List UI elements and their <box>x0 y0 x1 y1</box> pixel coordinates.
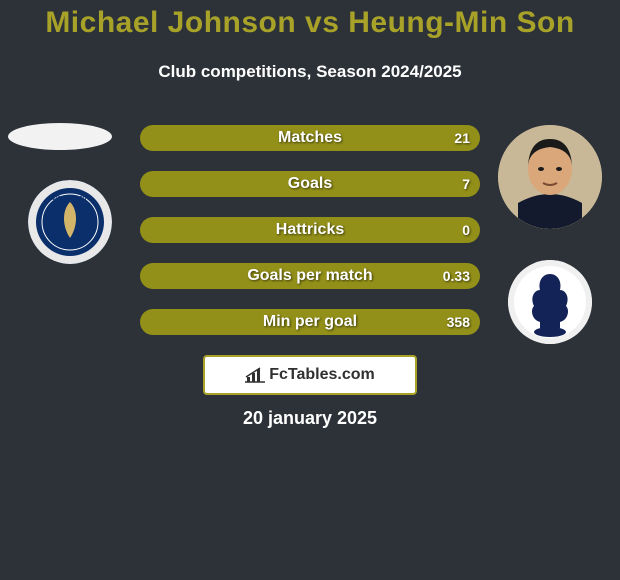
stat-bar-value-right: 0.33 <box>443 268 470 284</box>
fctables-logo: FcTables.com <box>203 355 417 395</box>
stat-bar-label: Goals <box>288 175 332 193</box>
subtitle: Club competitions, Season 2024/2025 <box>0 62 620 82</box>
tottenham-crest-icon <box>508 260 592 344</box>
stat-bar-label: Hattricks <box>276 221 344 239</box>
stat-bar: Min per goal 358 <box>140 309 480 335</box>
date-text: 20 january 2025 <box>0 408 620 429</box>
stat-bar-label: Min per goal <box>263 313 357 331</box>
player-left-avatar <box>8 123 112 150</box>
stat-bar: Hattricks 0 <box>140 217 480 243</box>
stat-bar-label: Matches <box>278 129 342 147</box>
title: Michael Johnson vs Heung-Min Son <box>0 6 620 40</box>
stat-bar: Matches 21 <box>140 125 480 151</box>
svg-text:LEICESTER CITY: LEICESTER CITY <box>50 196 92 202</box>
stat-bars: Matches 21 Goals 7 Hattricks 0 Goals per match… <box>140 125 480 355</box>
stat-bar-label: Goals per match <box>247 267 372 285</box>
fctables-logo-text: FcTables.com <box>269 366 375 384</box>
bar-chart-icon <box>245 367 265 383</box>
comparison-infographic: Michael Johnson vs Heung-Min Son Club co… <box>0 0 620 580</box>
stat-bar: Goals 7 <box>140 171 480 197</box>
player-right-avatar <box>498 125 602 229</box>
stat-bar-value-right: 21 <box>454 130 470 146</box>
leicester-crest-icon: LEICESTER CITY <box>28 180 112 264</box>
stat-bar-value-right: 7 <box>462 176 470 192</box>
stat-bar-value-right: 0 <box>462 222 470 238</box>
stat-bar: Goals per match 0.33 <box>140 263 480 289</box>
player-right-avatar-icon <box>498 125 602 229</box>
stat-bar-value-right: 358 <box>447 314 470 330</box>
player-left-club-crest: LEICESTER CITY <box>28 180 112 264</box>
player-right-club-crest <box>508 260 592 344</box>
